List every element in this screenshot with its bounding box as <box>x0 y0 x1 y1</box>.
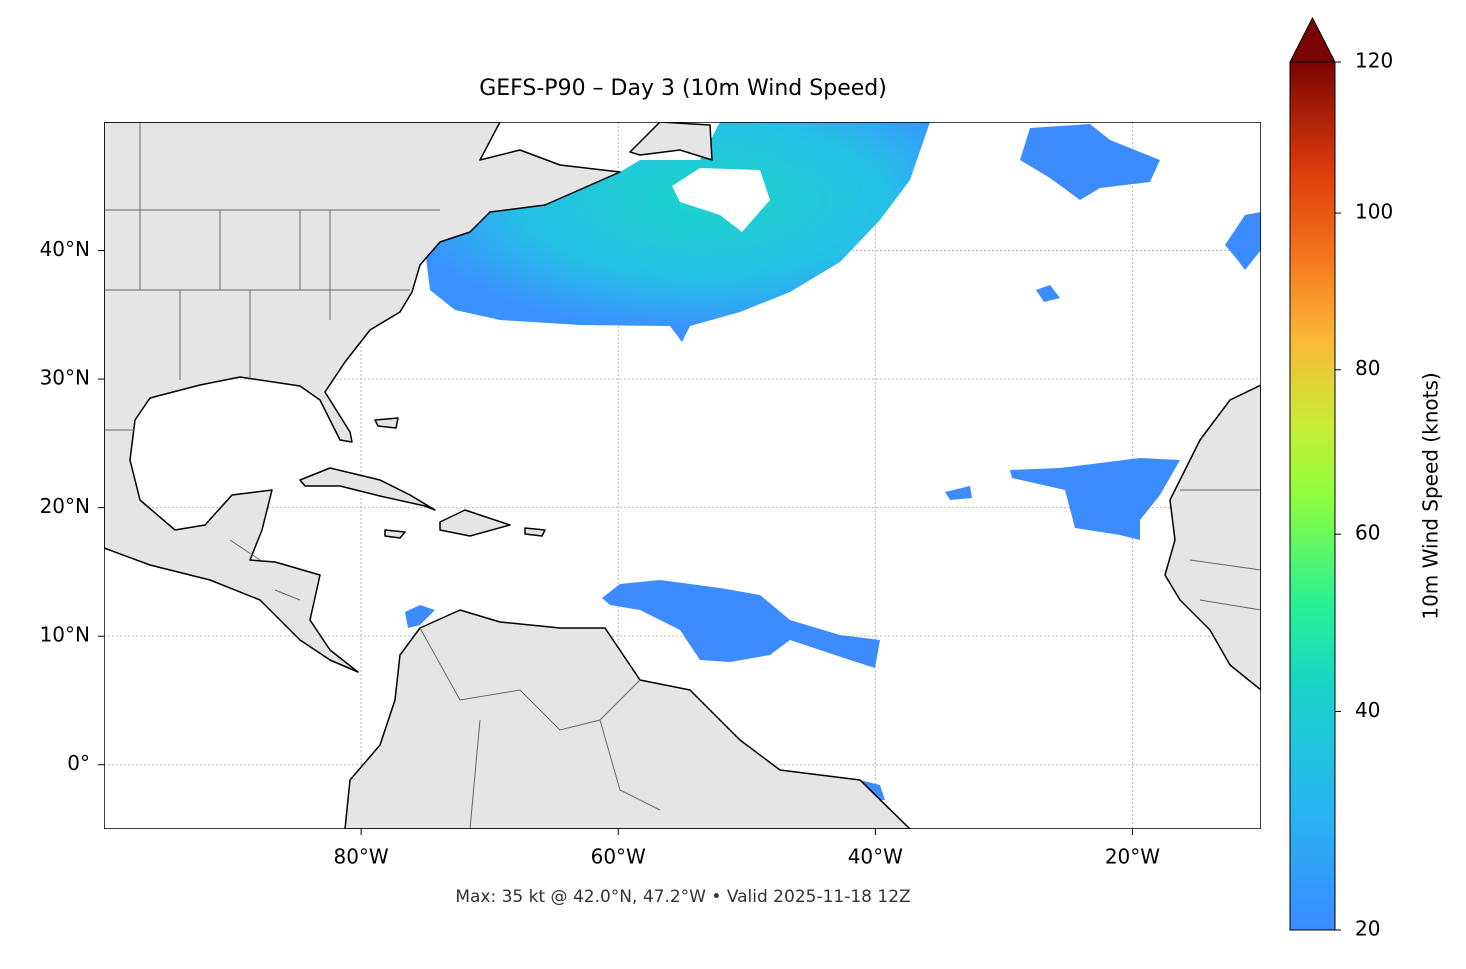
south-america <box>344 609 911 829</box>
colorbar-tick-label: 120 <box>1355 49 1393 73</box>
colorbar-label: 10m Wind Speed (knots) <box>1419 372 1443 619</box>
x-tick-label: 80°W <box>333 845 388 869</box>
colorbar-tick-label: 60 <box>1355 521 1380 545</box>
wind-gap <box>672 168 770 232</box>
cuba <box>299 467 436 511</box>
x-tick-label: 60°W <box>591 845 646 869</box>
newfoundland <box>629 122 713 161</box>
north-america <box>104 122 621 673</box>
axes: 80°W 60°W 40°W 20°W 0° 10°N 20°N 30°N 40°N <box>40 237 1161 868</box>
colorbar-extend <box>1289 16 1336 63</box>
wind-field <box>1020 124 1160 200</box>
wind-field <box>1225 212 1261 270</box>
title: GEFS-P90 – Day 3 (10m Wind Speed) <box>479 76 887 101</box>
colorbar-tick-label: 20 <box>1355 917 1380 941</box>
colorbar: 20 40 60 80 100 120 10m Wind Speed (knots) <box>1289 16 1443 941</box>
wind-field <box>1010 458 1180 540</box>
island <box>374 417 546 539</box>
borders <box>104 122 1261 829</box>
x-tick-label: 20°W <box>1105 845 1160 869</box>
caption: Max: 35 kt @ 42.0°N, 47.2°W • Valid 2025… <box>455 887 910 907</box>
x-tick-label: 40°W <box>848 845 903 869</box>
y-tick-label: 30°N <box>40 366 90 390</box>
africa <box>1164 384 1261 691</box>
colorbar-frame <box>1289 61 1336 931</box>
y-tick-label: 10°N <box>40 623 90 647</box>
map <box>104 122 1261 829</box>
colorbar-fill <box>1290 62 1335 930</box>
colorbar-tick-label: 80 <box>1355 356 1380 380</box>
colorbar-tick-label: 40 <box>1355 698 1380 722</box>
y-tick-label: 40°N <box>40 237 90 261</box>
y-tick-label: 0° <box>67 751 90 775</box>
colorbar-tick-label: 100 <box>1355 200 1393 224</box>
wind-field <box>425 122 930 342</box>
wind-field <box>602 580 880 668</box>
y-tick-label: 20°N <box>40 494 90 518</box>
hispaniola <box>439 509 511 537</box>
